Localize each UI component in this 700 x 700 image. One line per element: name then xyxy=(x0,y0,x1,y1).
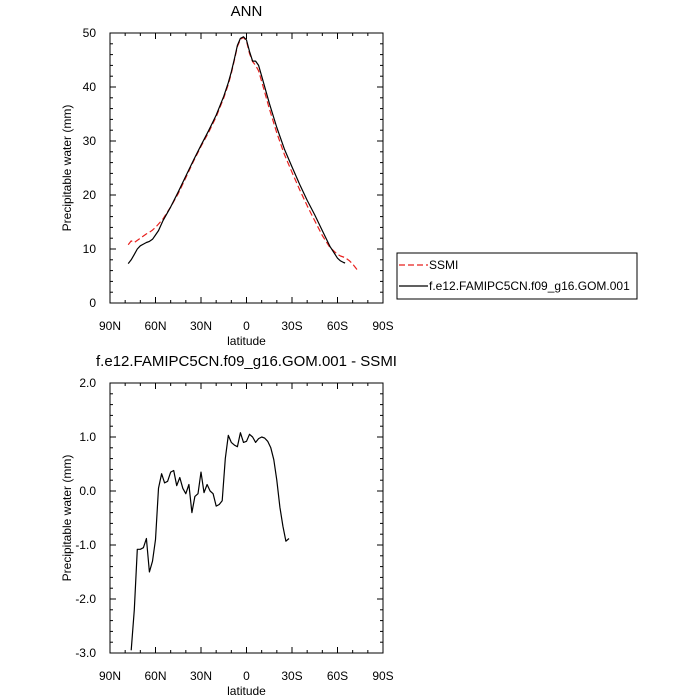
chart-panel-2: 90N 60N 30N 0 30S 60S 90S -3.0 -2.0 -1.0 0.0 1.0 2.0… xyxy=(60,353,397,698)
x-tick-label: 30S xyxy=(281,319,302,333)
y-tick-label: 1.0 xyxy=(79,430,96,444)
series-line-1 xyxy=(130,432,290,651)
legend-entry: SSMI xyxy=(429,258,458,272)
chart-panel-1: 90N 60N 30N 0 30S 60S 90S 0 10 20 30 40 50 ANN latitud… xyxy=(60,3,638,348)
x-tick-label: 60S xyxy=(327,319,348,333)
x-tick-label: 90N xyxy=(99,319,121,333)
y-axis-label: Precipitable water (mm) xyxy=(60,105,74,232)
x-tick-label: 30N xyxy=(190,319,212,333)
y-tick-label: 0.0 xyxy=(79,484,96,498)
x-axis-label: latitude xyxy=(227,334,266,348)
legend-entry: f.e12.FAMIPC5CN.f09_g16.GOM.001 xyxy=(429,279,630,293)
y-tick-label: 10 xyxy=(83,242,97,256)
plot-frame xyxy=(109,32,384,304)
x-tick-label: 30S xyxy=(281,669,302,683)
y-tick-label: -2.0 xyxy=(75,592,96,606)
y-tick-label: 50 xyxy=(83,26,97,40)
series-line-2 xyxy=(127,36,346,264)
y-tick-label: -3.0 xyxy=(75,646,96,660)
y-tick-label: -1.0 xyxy=(75,538,96,552)
y-tick-label: 40 xyxy=(83,80,97,94)
y-axis-label: Precipitable water (mm) xyxy=(60,455,74,582)
x-tick-label: 30N xyxy=(190,669,212,683)
chart-title: f.e12.FAMIPC5CN.f09_g16.GOM.001 - SSMI xyxy=(96,353,397,370)
x-tick-label: 0 xyxy=(243,669,250,683)
x-tick-label: 60N xyxy=(144,669,166,683)
x-tick-label: 60S xyxy=(327,669,348,683)
chart-title: ANN xyxy=(231,3,263,20)
x-tick-label: 0 xyxy=(243,319,250,333)
y-tick-label: 2.0 xyxy=(79,376,96,390)
legend: SSMI f.e12.FAMIPC5CN.f09_g16.GOM.001 xyxy=(396,252,638,300)
legend-box xyxy=(396,252,638,300)
x-tick-label: 90S xyxy=(372,669,393,683)
y-tick-label: 30 xyxy=(83,134,97,148)
x-tick-label: 90N xyxy=(99,669,121,683)
series-line-1 xyxy=(127,36,360,273)
y-tick-label: 0 xyxy=(89,296,96,310)
x-axis-label: latitude xyxy=(227,684,266,698)
y-tick-label: 20 xyxy=(83,188,97,202)
plot-frame xyxy=(109,382,384,654)
x-tick-label: 90S xyxy=(372,319,393,333)
x-tick-label: 60N xyxy=(144,319,166,333)
